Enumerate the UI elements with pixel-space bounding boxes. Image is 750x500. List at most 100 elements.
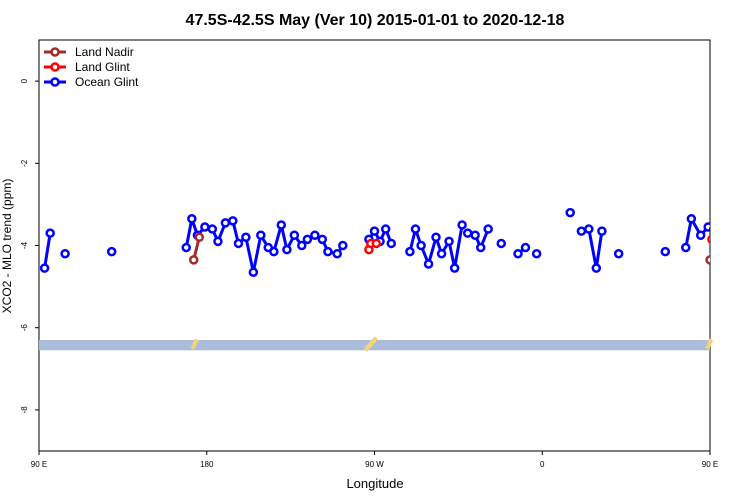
x-tick-label: 180 xyxy=(200,460,214,469)
series-land-glint xyxy=(364,234,719,255)
data-point-ocean-glint xyxy=(462,228,473,238)
series-line-land-glint xyxy=(712,237,716,239)
data-point-ocean-glint xyxy=(310,230,320,240)
data-point-land-glint xyxy=(712,234,719,241)
data-point-ocean-glint xyxy=(200,222,210,232)
series-layer xyxy=(39,207,719,277)
data-point-ocean-glint xyxy=(436,248,447,259)
data-point-ocean-glint xyxy=(276,220,287,230)
data-point-ocean-glint xyxy=(423,259,434,269)
y-tick-label: -4 xyxy=(20,241,29,249)
series-line-ocean-glint xyxy=(580,227,604,270)
data-point-ocean-glint xyxy=(187,214,197,224)
x-tick-label: 90 E xyxy=(31,460,47,469)
y-tick-label: -8 xyxy=(20,406,29,414)
data-point-ocean-glint xyxy=(584,224,594,234)
data-point-land-nadir xyxy=(705,255,710,265)
data-point-ocean-glint xyxy=(60,248,70,259)
data-point-ocean-glint xyxy=(703,222,710,232)
data-point-ocean-glint xyxy=(470,230,480,240)
data-point-ocean-glint xyxy=(317,234,328,245)
data-point-ocean-glint xyxy=(213,236,223,247)
data-point-ocean-glint xyxy=(613,248,624,259)
data-point-land-nadir xyxy=(708,236,710,243)
data-point-ocean-glint xyxy=(323,246,333,257)
series-line-land-nadir xyxy=(708,251,710,260)
data-point-ocean-glint xyxy=(483,224,493,234)
data-point-ocean-glint xyxy=(338,240,348,251)
data-point-ocean-glint xyxy=(444,236,454,247)
data-point-ocean-glint xyxy=(660,246,671,257)
y-axis-label: XCO2 - MLO trend (ppm) xyxy=(0,179,14,314)
data-point-ocean-glint xyxy=(282,244,292,255)
data-point-ocean-glint xyxy=(695,230,706,240)
series-ocean-glint xyxy=(39,207,710,277)
x-tick-label: 0 xyxy=(540,460,545,469)
data-point-ocean-glint xyxy=(410,224,421,234)
legend-item-land-nadir: Land Nadir xyxy=(44,45,134,59)
data-point-ocean-glint xyxy=(386,238,397,249)
data-point-ocean-glint xyxy=(45,228,55,238)
data-point-ocean-glint xyxy=(431,232,441,243)
data-point-ocean-glint xyxy=(475,242,486,253)
data-point-ocean-glint xyxy=(416,240,426,251)
band-highlight-mark xyxy=(192,338,199,346)
data-point-land-nadir xyxy=(194,232,205,243)
data-point-ocean-glint xyxy=(220,218,231,228)
coverage-band xyxy=(39,336,714,352)
data-point-land-glint xyxy=(371,238,382,249)
data-point-ocean-glint xyxy=(457,220,467,230)
coverage-band-rect xyxy=(39,340,710,351)
data-point-ocean-glint xyxy=(380,224,391,234)
data-point-ocean-glint xyxy=(496,238,506,249)
legend-item-ocean-glint: Ocean Glint xyxy=(44,75,139,89)
data-point-ocean-glint xyxy=(449,263,460,273)
y-tick-label: 0 xyxy=(20,78,29,83)
data-point-land-glint xyxy=(707,234,710,244)
chart-title: 47.5S-42.5S May (Ver 10) 2015-01-01 to 2… xyxy=(186,12,565,29)
legend-swatch-marker xyxy=(50,77,60,87)
data-point-ocean-glint xyxy=(681,242,691,253)
series-line-ocean-glint xyxy=(43,232,52,269)
data-point-land-nadir xyxy=(188,255,199,265)
data-point-ocean-glint xyxy=(708,226,710,232)
y-tick-label: -6 xyxy=(20,324,29,332)
data-point-ocean-glint xyxy=(591,263,602,273)
data-point-ocean-glint xyxy=(228,216,238,226)
data-point-ocean-glint xyxy=(597,226,607,236)
data-point-ocean-glint xyxy=(405,246,415,257)
band-highlight-mark xyxy=(706,338,714,346)
data-point-ocean-glint xyxy=(576,226,587,236)
legend-label: Land Glint xyxy=(75,60,130,74)
data-point-ocean-glint xyxy=(269,246,279,257)
data-point-ocean-glint xyxy=(531,248,542,259)
data-point-ocean-glint xyxy=(686,214,697,224)
data-point-ocean-glint xyxy=(256,230,266,240)
data-point-ocean-glint xyxy=(248,267,259,277)
y-tick-label: -2 xyxy=(20,159,29,167)
data-point-ocean-glint xyxy=(565,207,575,218)
y-axis: 0 -2 -4 -6 -8 xyxy=(20,78,39,413)
legend-label: Ocean Glint xyxy=(75,75,139,89)
data-point-ocean-glint xyxy=(181,242,191,253)
data-point-ocean-glint xyxy=(233,238,244,249)
x-tick-label: 90 E xyxy=(702,460,718,469)
x-tick-label: 90 W xyxy=(365,460,384,469)
data-point-ocean-glint xyxy=(207,224,218,234)
x-axis: 90 E 180 90 W 0 90 E xyxy=(31,451,718,469)
data-point-ocean-glint xyxy=(39,263,50,273)
data-point-ocean-glint xyxy=(369,226,380,236)
data-point-ocean-glint xyxy=(332,248,342,259)
data-point-ocean-glint xyxy=(520,242,531,253)
series-land-nadir xyxy=(188,232,710,265)
legend-swatch-marker xyxy=(50,62,60,72)
legend-label: Land Nadir xyxy=(75,45,134,59)
data-point-ocean-glint xyxy=(302,234,313,245)
x-axis-label: Longitude xyxy=(346,476,403,491)
legend-item-land-glint: Land Glint xyxy=(44,60,130,74)
data-point-ocean-glint xyxy=(106,246,117,257)
data-point-ocean-glint xyxy=(241,232,251,243)
data-point-ocean-glint xyxy=(297,240,307,251)
data-point-ocean-glint xyxy=(289,230,300,240)
